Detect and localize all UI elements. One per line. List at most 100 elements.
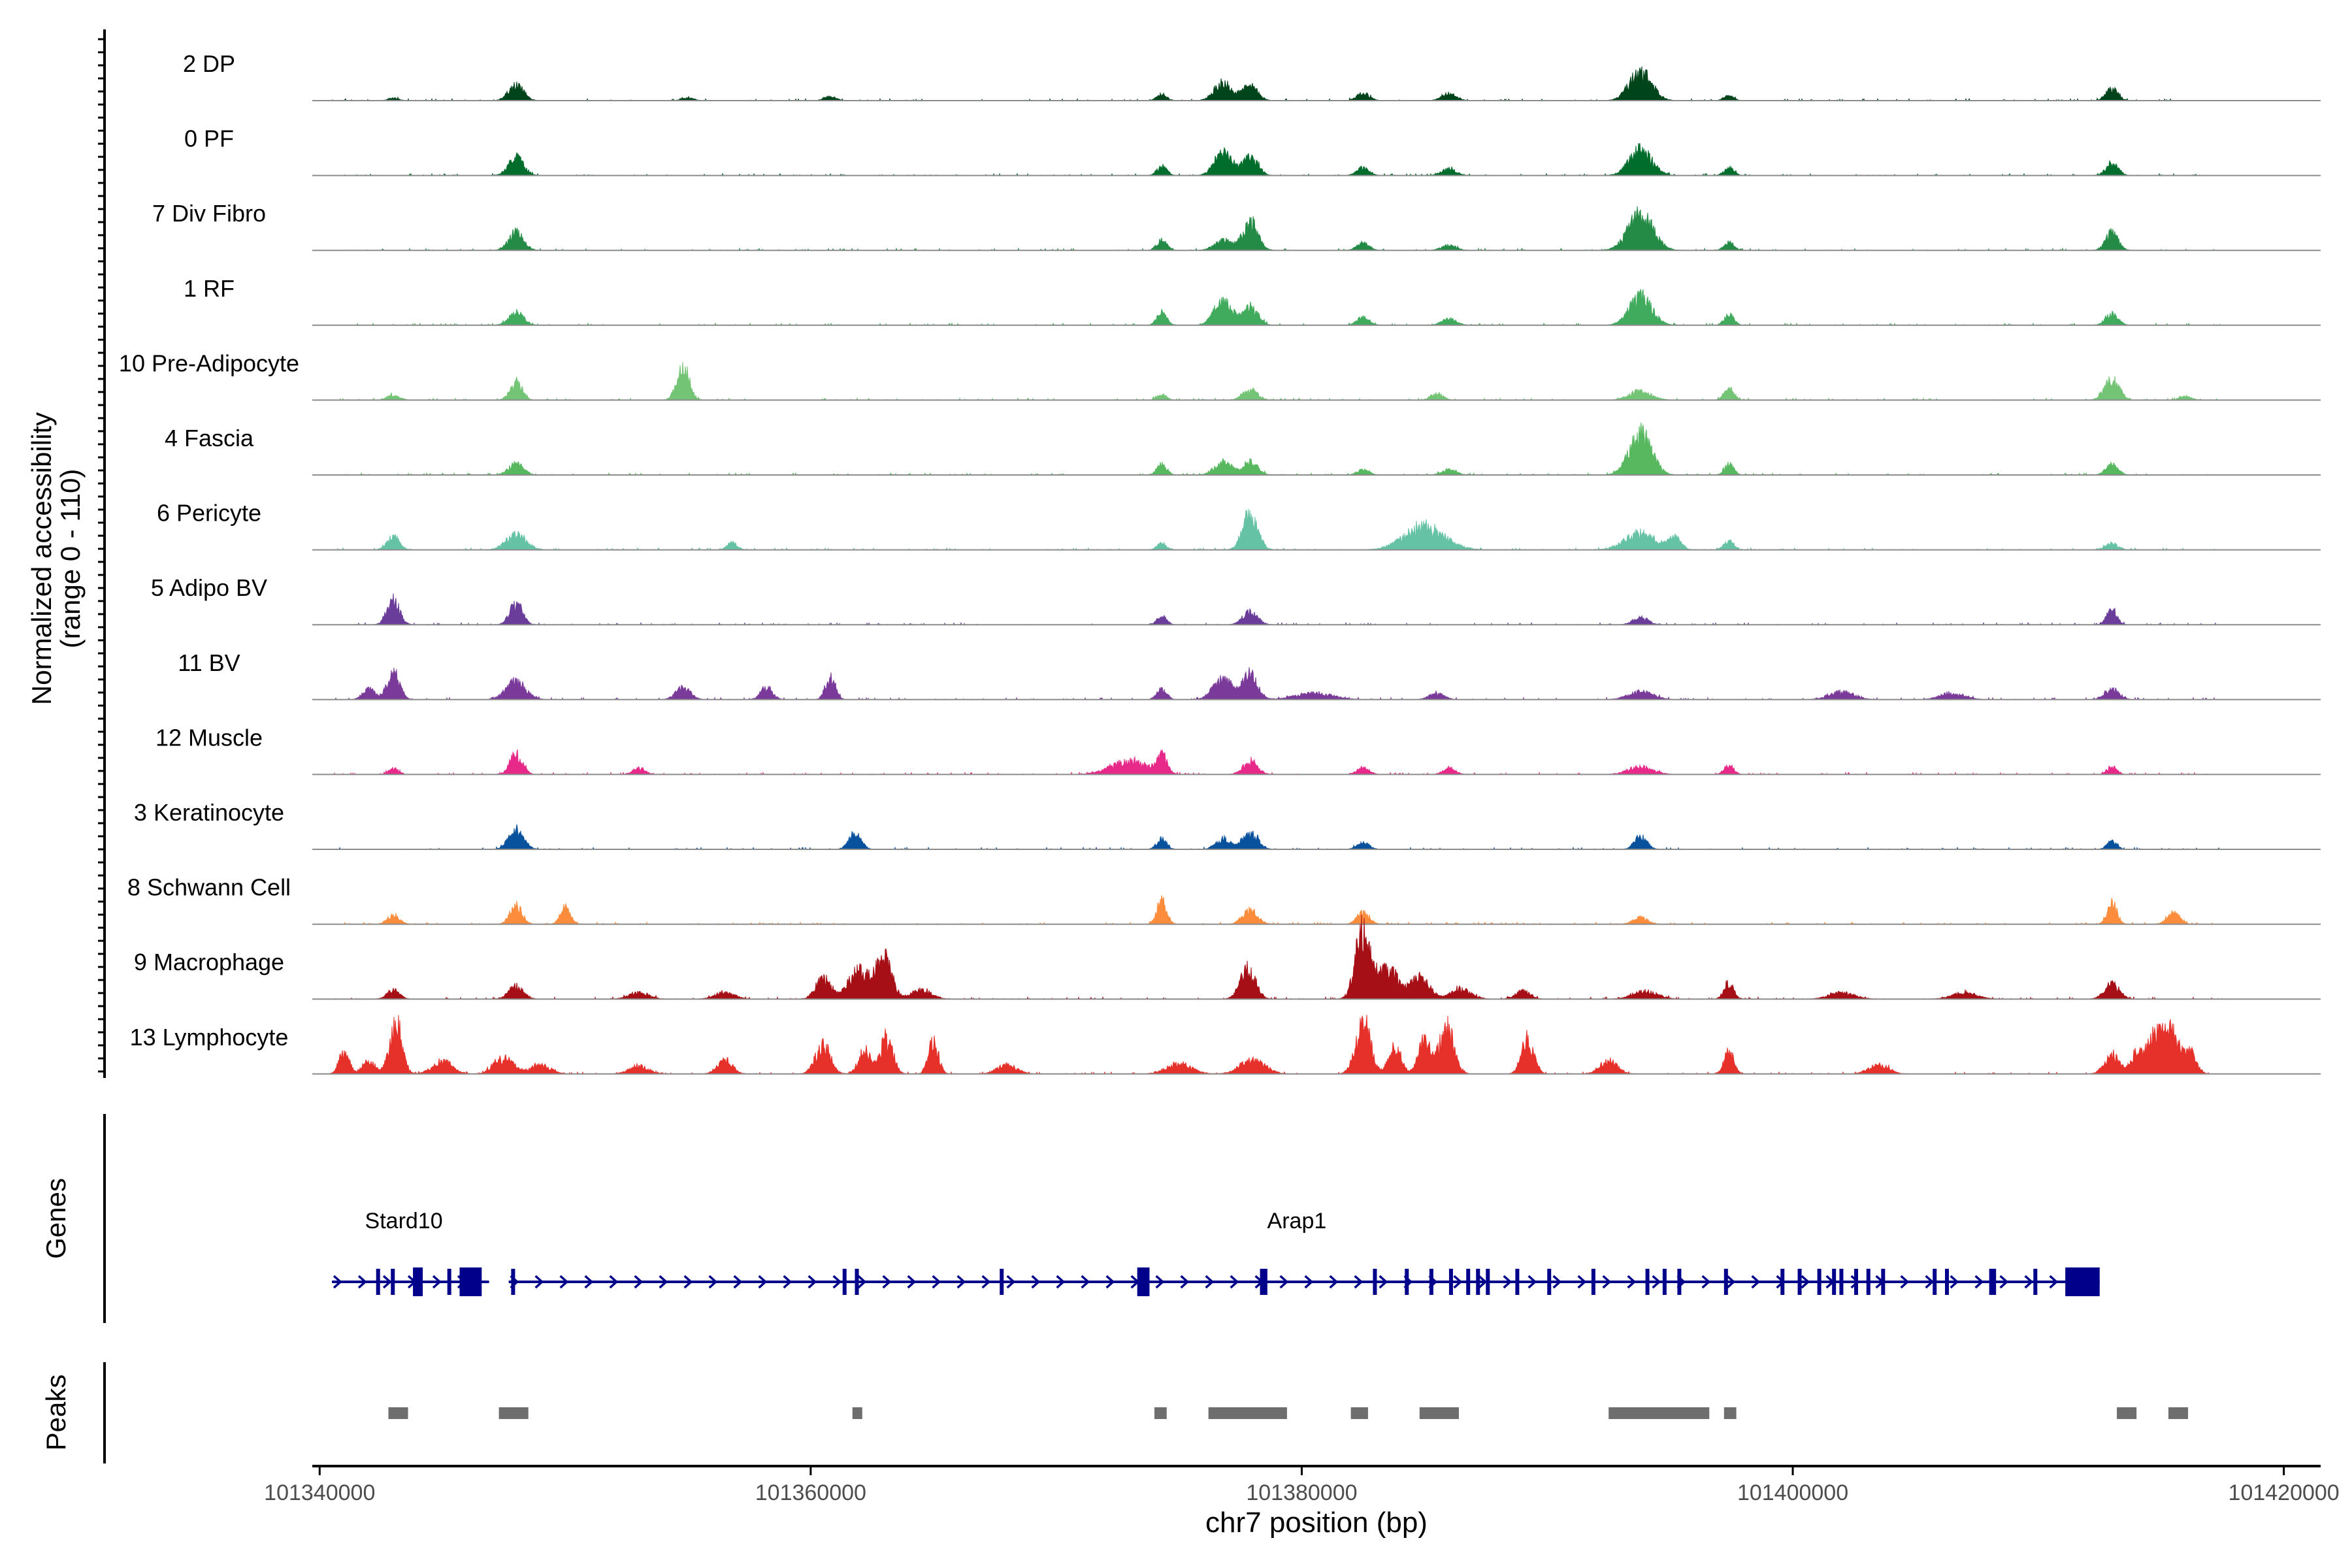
exon-block [1989,1269,1997,1295]
strand-arrow [1230,1275,1239,1289]
strand-arrow [808,1275,817,1289]
exon-block [413,1267,423,1296]
strand-arrow [634,1275,644,1289]
peak-region [2168,1407,2189,1419]
coverage-track: 12 Muscle [155,724,2321,776]
peak-region [498,1407,529,1419]
strand-arrow [534,1275,544,1289]
coverage-track: 5 Adipo BV [151,574,2321,626]
coverage-track: 4 Fascia [165,422,2321,476]
x-axis: 101340000 101360000 101380000 101400000 1014… [264,1465,2340,1539]
peak-region [2117,1407,2137,1419]
strand-arrow [857,1275,867,1289]
coverage-track: 6 Pericyte [157,500,2321,551]
gene-model: Stard10 [332,1209,489,1296]
strand-arrow [1503,1275,1512,1289]
strand-arrow [1950,1275,1959,1289]
gene-models: Stard10 Arap1 [332,1209,2100,1296]
coverage-track: 7 Div Fibro [152,200,2321,252]
strand-arrow [1801,1275,1810,1289]
x-axis-label: chr7 position (bp) [1205,1507,1428,1539]
strand-arrow [2049,1275,2059,1289]
track-label: 13 Lymphocyte [130,1024,289,1051]
exon-block [1515,1269,1520,1295]
track-label: 11 BV [178,649,240,676]
track-label: 4 Fascia [165,425,254,451]
strand-arrow [733,1275,743,1289]
exon-block [1677,1269,1682,1295]
x-tick-label: 101360000 [755,1480,866,1505]
strand-arrow [981,1275,991,1289]
exon-block [1662,1269,1667,1295]
coverage-y-label-line2: (range 0 - 110) [55,469,86,649]
coverage-track: 2 DP [183,50,2321,102]
peak-region [1350,1407,1368,1419]
coverage-tracks: 2 DP 0 PF 7 Div Fibro 1 RF 10 Pre-Adipocyte 4… [119,50,2321,1075]
x-tick-label: 101400000 [1737,1480,1848,1505]
exon-block [1797,1269,1802,1295]
x-tick-label: 101380000 [1246,1480,1357,1505]
strand-arrow [1056,1275,1066,1289]
strand-arrow [382,1275,392,1289]
peak-region [1154,1407,1167,1419]
peak-region [1208,1407,1287,1419]
exon-block [1476,1269,1480,1295]
exon-block [842,1269,847,1295]
exon-block [1466,1269,1471,1295]
strand-arrow [1329,1275,1339,1289]
strand-arrow [2024,1275,2034,1289]
exon-block [1780,1269,1785,1295]
gene-name-label: Arap1 [1267,1209,1327,1233]
strand-arrow [1999,1275,2009,1289]
strand-arrow [357,1275,367,1289]
exon-block [2065,1267,2100,1296]
strand-arrow [1105,1275,1115,1289]
exon-block [1000,1269,1004,1295]
coverage-y-label-line1: Normalized accessibility [26,412,57,705]
strand-arrow [1081,1275,1090,1289]
gene-name-label: Stard10 [365,1209,443,1233]
track-label: 7 Div Fibro [152,200,266,227]
strand-arrow [783,1275,792,1289]
coverage-y-minor-ticks [98,38,105,1073]
strand-arrow [758,1275,768,1289]
track-label: 1 RF [184,275,235,302]
track-label: 3 Keratinocyte [134,799,284,826]
exon-block [1137,1267,1150,1296]
peak-region [388,1407,408,1419]
exon-block [1945,1269,1950,1295]
strand-arrow [1180,1275,1190,1289]
exon-block [1723,1269,1728,1295]
strand-arrow [1701,1275,1711,1289]
peak-region [1723,1407,1737,1419]
coverage-track: 0 PF [184,125,2321,177]
strand-arrow [1751,1275,1761,1289]
exon-block [1591,1269,1595,1295]
x-tick-label: 101420000 [2229,1480,2340,1505]
strand-arrow [659,1275,668,1289]
strand-arrow [1453,1275,1463,1289]
strand-arrow [956,1275,966,1289]
exon-block [1373,1269,1377,1295]
strand-arrow [1304,1275,1314,1289]
strand-arrow [1031,1275,1041,1289]
strand-arrow [1155,1275,1165,1289]
strand-arrow [584,1275,594,1289]
strand-arrow [1726,1275,1736,1289]
strand-arrow [1205,1275,1215,1289]
exon-block [1817,1269,1821,1295]
track-label: 8 Schwann Cell [127,874,291,901]
exon-block [1866,1269,1870,1295]
exon-block [511,1269,515,1295]
exon-block [1933,1269,1937,1295]
peak-regions [388,1407,2189,1419]
exon-block [1839,1269,1844,1295]
strand-arrow [683,1275,693,1289]
peak-region [1419,1407,1459,1419]
track-label: 12 Muscle [155,724,263,751]
strand-arrow [609,1275,619,1289]
exon-block [1547,1269,1552,1295]
coverage-track: 3 Keratinocyte [134,799,2321,850]
strand-arrow [432,1275,442,1289]
